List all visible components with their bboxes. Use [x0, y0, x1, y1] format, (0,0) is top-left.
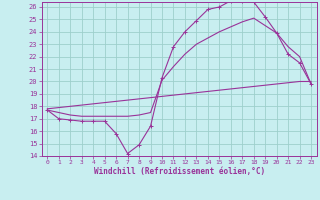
X-axis label: Windchill (Refroidissement éolien,°C): Windchill (Refroidissement éolien,°C) — [94, 167, 265, 176]
